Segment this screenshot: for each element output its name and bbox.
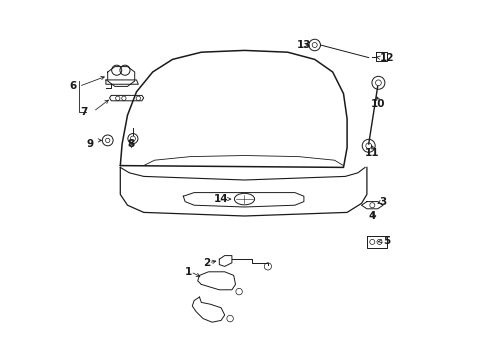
Text: 3: 3 bbox=[379, 197, 386, 207]
Text: 12: 12 bbox=[379, 53, 393, 63]
Text: 9: 9 bbox=[86, 139, 93, 149]
Text: 6: 6 bbox=[70, 81, 77, 91]
Text: 8: 8 bbox=[127, 139, 135, 149]
Text: 14: 14 bbox=[213, 194, 228, 204]
Text: 5: 5 bbox=[382, 236, 389, 246]
Text: 10: 10 bbox=[370, 99, 384, 109]
Text: 7: 7 bbox=[81, 107, 88, 117]
Text: 2: 2 bbox=[203, 258, 210, 268]
Text: 1: 1 bbox=[184, 267, 192, 277]
Text: 13: 13 bbox=[296, 40, 310, 50]
Text: 11: 11 bbox=[365, 148, 379, 158]
Text: 4: 4 bbox=[368, 211, 375, 221]
